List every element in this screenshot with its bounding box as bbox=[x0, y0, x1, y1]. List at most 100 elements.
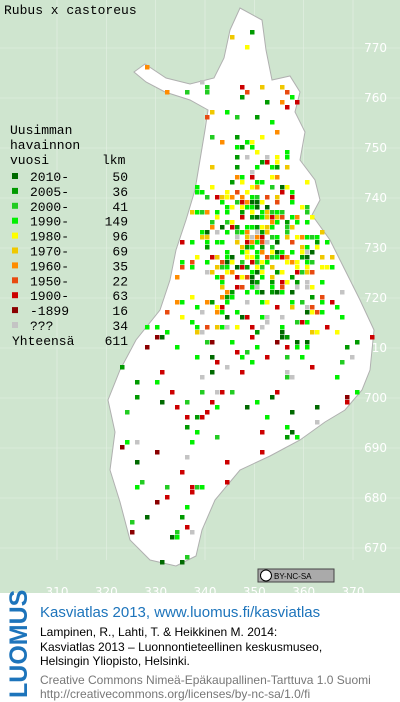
observation-square bbox=[285, 345, 290, 350]
observation-square bbox=[225, 290, 230, 295]
observation-square bbox=[250, 245, 255, 250]
observation-square bbox=[200, 485, 205, 490]
observation-square bbox=[240, 95, 245, 100]
observation-square bbox=[195, 305, 200, 310]
observation-square bbox=[370, 335, 375, 340]
observation-square bbox=[220, 275, 225, 280]
observation-square bbox=[300, 270, 305, 275]
observation-square bbox=[305, 180, 310, 185]
observation-square bbox=[270, 235, 275, 240]
observation-square bbox=[190, 320, 195, 325]
observation-square bbox=[275, 200, 280, 205]
observation-square bbox=[285, 155, 290, 160]
observation-square bbox=[205, 115, 210, 120]
observation-square bbox=[275, 390, 280, 395]
observation-square bbox=[230, 260, 235, 265]
observation-square bbox=[280, 185, 285, 190]
observation-square bbox=[280, 250, 285, 255]
observation-square bbox=[245, 155, 250, 160]
legend-swatch bbox=[12, 307, 18, 314]
observation-square bbox=[305, 285, 310, 290]
observation-square bbox=[250, 325, 255, 330]
x-tick-label: 370 bbox=[342, 585, 365, 599]
observation-square bbox=[180, 240, 185, 245]
observation-square bbox=[225, 270, 230, 275]
observation-square bbox=[245, 45, 250, 50]
observation-square bbox=[180, 265, 185, 270]
observation-square bbox=[285, 150, 290, 155]
observation-square bbox=[305, 280, 310, 285]
observation-square bbox=[220, 310, 225, 315]
observation-square bbox=[260, 230, 265, 235]
legend-label: 2005- bbox=[30, 185, 69, 200]
observation-square bbox=[255, 240, 260, 245]
observation-square bbox=[290, 305, 295, 310]
observation-square bbox=[290, 275, 295, 280]
observation-square bbox=[160, 560, 165, 565]
observation-square bbox=[255, 280, 260, 285]
observation-square bbox=[225, 460, 230, 465]
observation-square bbox=[250, 200, 255, 205]
observation-square bbox=[225, 260, 230, 265]
observation-square bbox=[135, 440, 140, 445]
observation-square bbox=[210, 370, 215, 375]
observation-square bbox=[245, 200, 250, 205]
observation-square bbox=[265, 195, 270, 200]
observation-square bbox=[250, 280, 255, 285]
legend-total: 611 bbox=[105, 334, 129, 349]
observation-square bbox=[220, 225, 225, 230]
observation-square bbox=[315, 330, 320, 335]
observation-square bbox=[165, 495, 170, 500]
observation-square bbox=[265, 355, 270, 360]
observation-square bbox=[265, 240, 270, 245]
observation-square bbox=[185, 415, 190, 420]
observation-square bbox=[285, 185, 290, 190]
legend-swatch bbox=[12, 173, 18, 179]
observation-square bbox=[285, 260, 290, 265]
legend-count: 69 bbox=[112, 245, 128, 260]
observation-square bbox=[225, 210, 230, 215]
observation-square bbox=[265, 100, 270, 105]
observation-square bbox=[265, 415, 270, 420]
observation-square bbox=[270, 290, 275, 295]
observation-square bbox=[200, 310, 205, 315]
observation-square bbox=[320, 300, 325, 305]
observation-square bbox=[290, 375, 295, 380]
observation-square bbox=[255, 195, 260, 200]
observation-square bbox=[310, 260, 315, 265]
legend-swatch bbox=[12, 277, 18, 284]
observation-square bbox=[185, 455, 190, 460]
observation-square bbox=[265, 155, 270, 160]
observation-square bbox=[285, 435, 290, 440]
observation-square bbox=[205, 210, 210, 215]
observation-square bbox=[270, 215, 275, 220]
observation-square bbox=[305, 265, 310, 270]
observation-square bbox=[330, 255, 335, 260]
observation-square bbox=[205, 195, 210, 200]
observation-square bbox=[245, 405, 250, 410]
observation-square bbox=[250, 210, 255, 215]
observation-square bbox=[250, 270, 255, 275]
footer-link[interactable]: Kasviatlas 2013, www.luomus.fi/kasviatla… bbox=[40, 604, 320, 621]
observation-square bbox=[215, 275, 220, 280]
observation-square bbox=[275, 165, 280, 170]
observation-square bbox=[325, 240, 330, 245]
observation-square bbox=[160, 370, 165, 375]
observation-square bbox=[250, 170, 255, 175]
observation-square bbox=[310, 250, 315, 255]
observation-square bbox=[235, 275, 240, 280]
observation-square bbox=[245, 290, 250, 295]
observation-square bbox=[230, 255, 235, 260]
observation-square bbox=[190, 265, 195, 270]
observation-square bbox=[280, 325, 285, 330]
observation-square bbox=[290, 190, 295, 195]
observation-square bbox=[130, 530, 135, 535]
observation-square bbox=[225, 295, 230, 300]
observation-square bbox=[135, 460, 140, 465]
observation-square bbox=[285, 355, 290, 360]
observation-square bbox=[215, 240, 220, 245]
observation-square bbox=[250, 335, 255, 340]
observation-square bbox=[235, 285, 240, 290]
x-tick-label: 310 bbox=[46, 585, 69, 599]
legend-label: 1900- bbox=[30, 289, 69, 304]
